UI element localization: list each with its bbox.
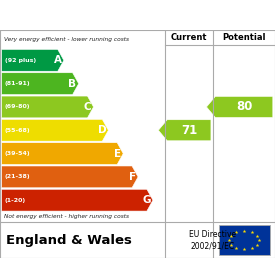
Text: 71: 71 xyxy=(181,124,197,137)
Polygon shape xyxy=(2,96,94,118)
Polygon shape xyxy=(2,73,79,94)
Text: Not energy efficient - higher running costs: Not energy efficient - higher running co… xyxy=(4,214,129,219)
Text: (81-91): (81-91) xyxy=(5,81,31,86)
Polygon shape xyxy=(2,143,123,164)
Text: D: D xyxy=(98,125,106,135)
Text: Energy Efficiency Rating: Energy Efficiency Rating xyxy=(8,8,210,23)
Text: (1-20): (1-20) xyxy=(5,198,26,203)
Text: B: B xyxy=(68,79,76,89)
Text: E: E xyxy=(114,149,121,159)
Text: (39-54): (39-54) xyxy=(5,151,31,156)
Text: Potential: Potential xyxy=(222,33,266,42)
Polygon shape xyxy=(158,120,211,141)
Text: 80: 80 xyxy=(236,100,252,114)
Text: Current: Current xyxy=(171,33,207,42)
Text: England & Wales: England & Wales xyxy=(6,234,131,247)
Text: (21-38): (21-38) xyxy=(5,174,31,179)
Text: C: C xyxy=(84,102,91,112)
Polygon shape xyxy=(2,189,153,211)
Text: (92 plus): (92 plus) xyxy=(5,58,36,63)
Polygon shape xyxy=(2,50,64,71)
Text: A: A xyxy=(54,55,62,65)
Text: (69-80): (69-80) xyxy=(5,104,31,109)
Text: G: G xyxy=(142,195,151,205)
Text: (55-68): (55-68) xyxy=(5,128,31,133)
Polygon shape xyxy=(2,119,108,141)
Polygon shape xyxy=(207,96,273,117)
Polygon shape xyxy=(2,166,138,188)
Text: F: F xyxy=(129,172,136,182)
Text: Very energy efficient - lower running costs: Very energy efficient - lower running co… xyxy=(4,37,129,42)
Text: EU Directive
2002/91/EC: EU Directive 2002/91/EC xyxy=(189,230,236,251)
FancyBboxPatch shape xyxy=(219,225,270,255)
